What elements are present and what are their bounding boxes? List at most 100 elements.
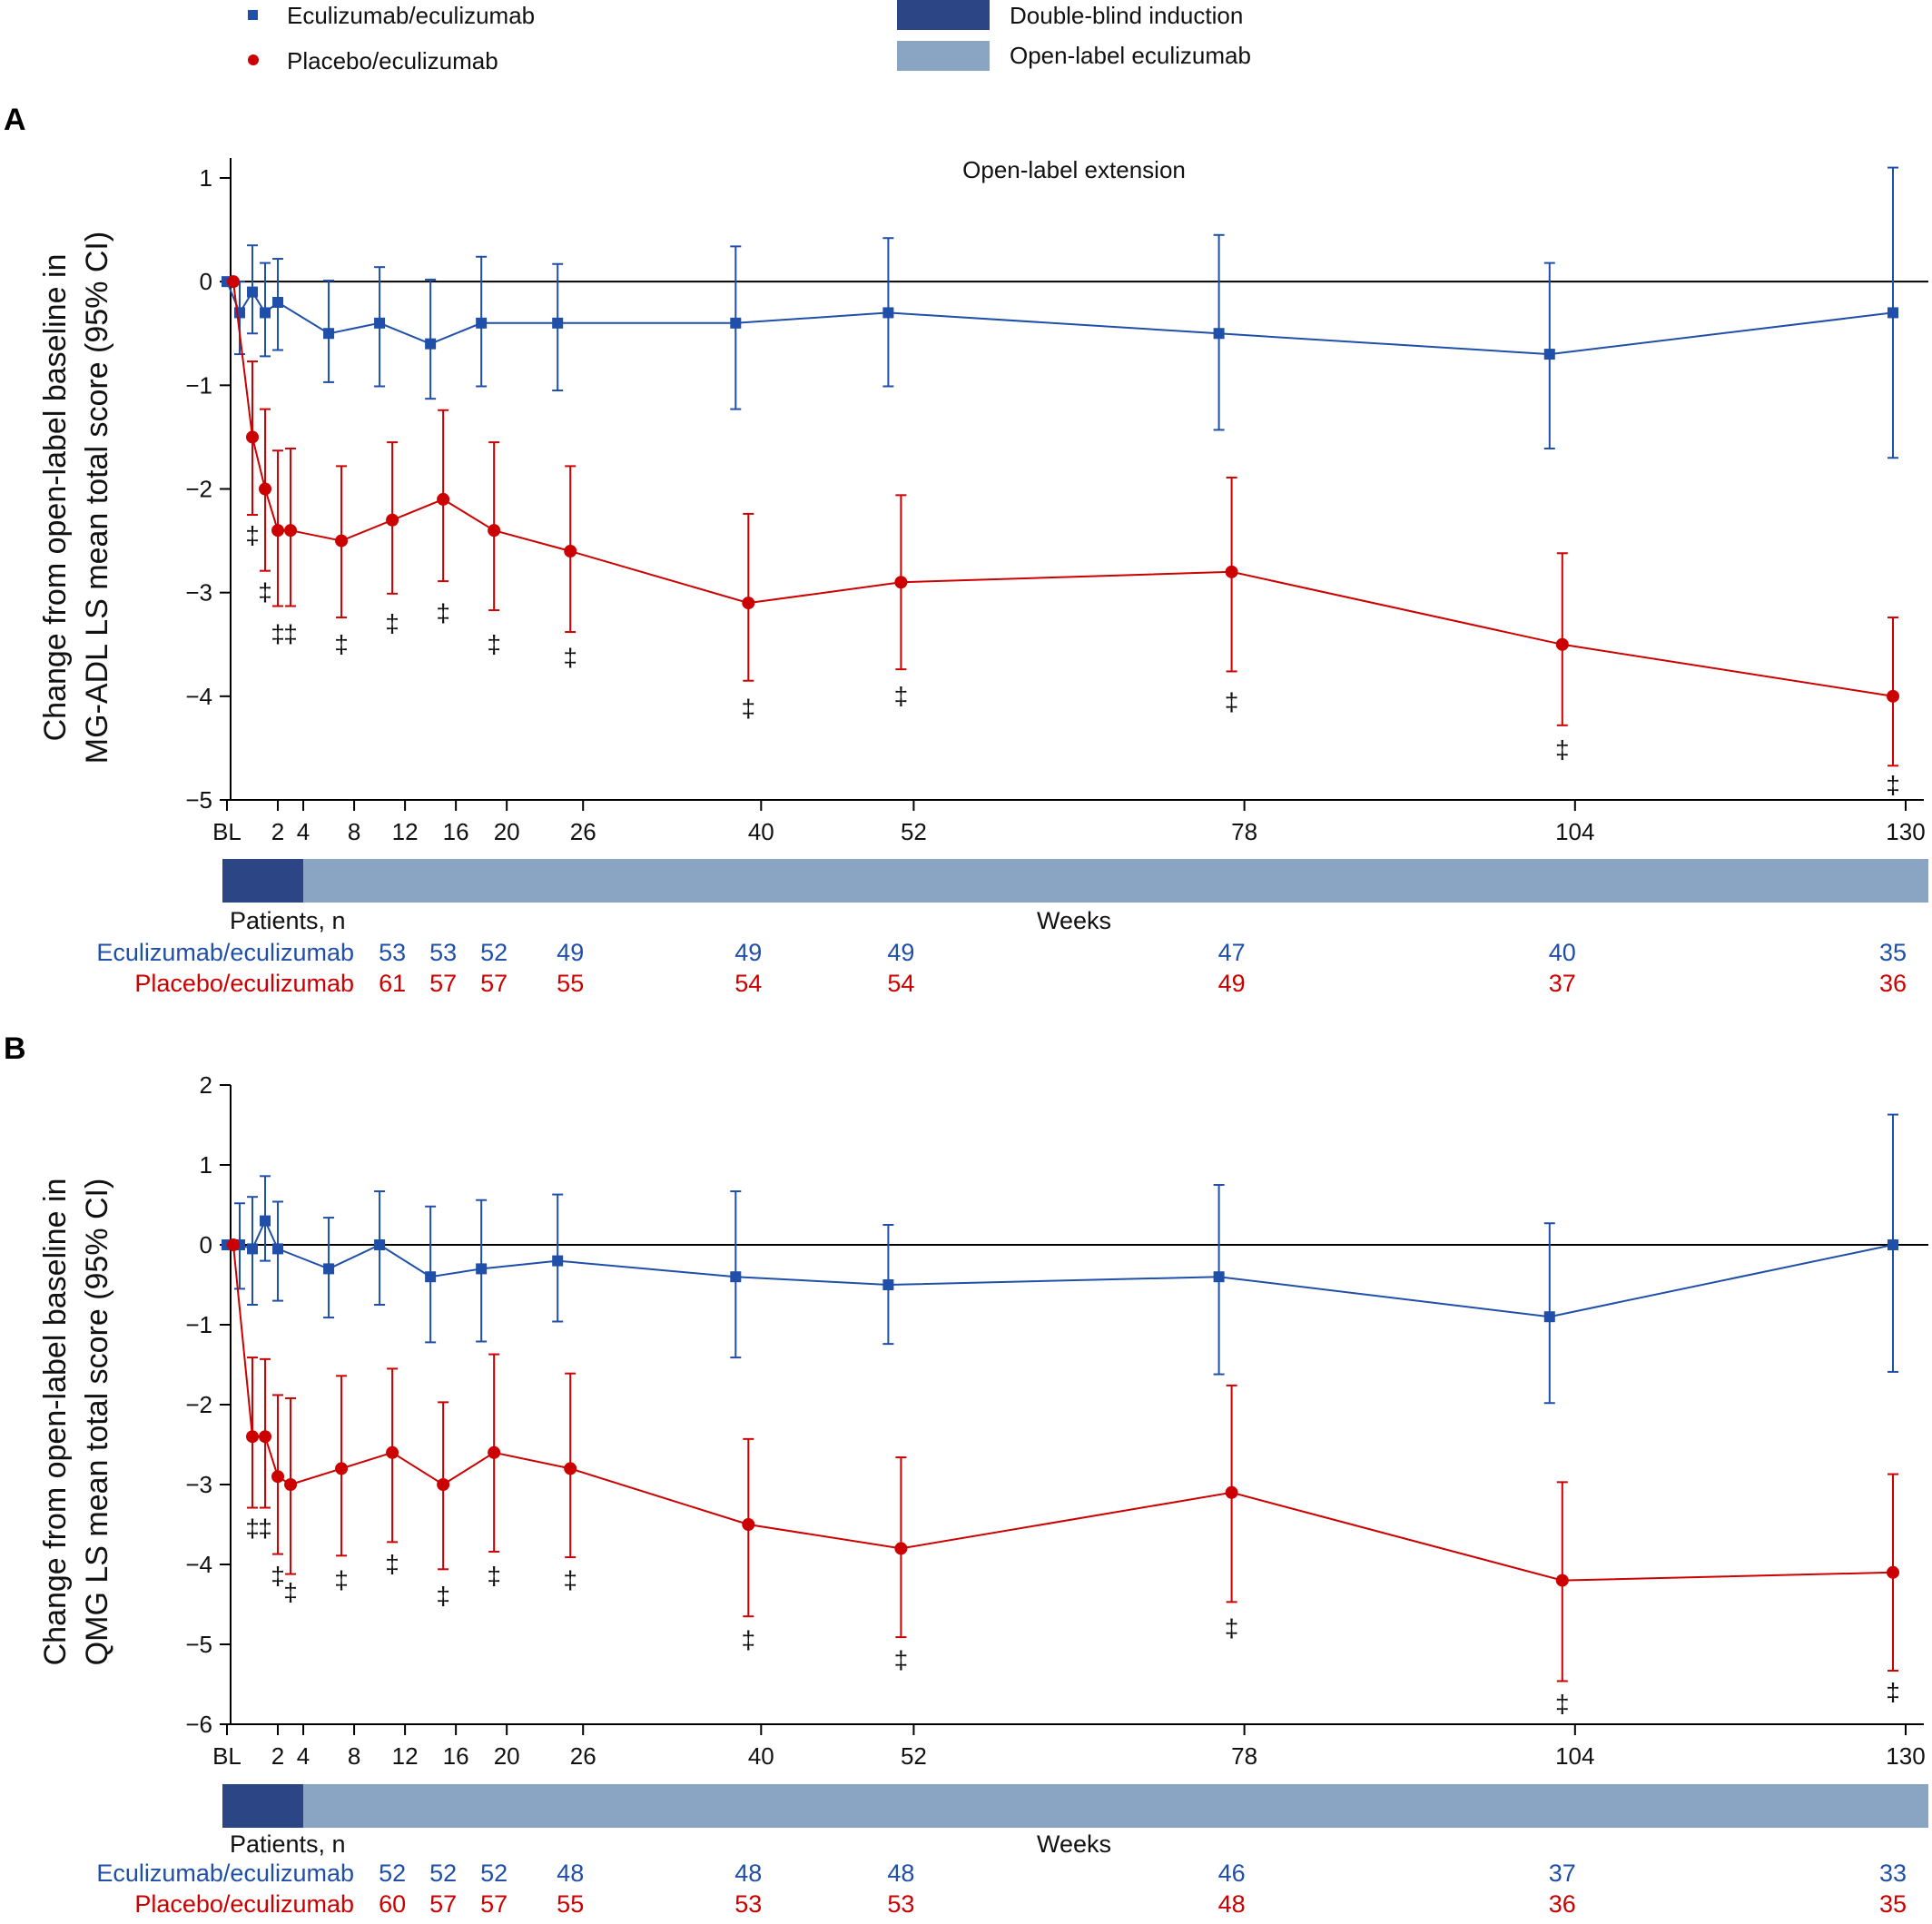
panel-a-x-tick-label: 78 — [1231, 818, 1257, 845]
panel-a-patient-count-placebo: 36 — [1879, 970, 1907, 997]
panel-b-x-tick-label: 2 — [271, 1742, 284, 1770]
panel-a-y-tick-label: −1 — [185, 371, 212, 399]
panel-b-point-eculizumab — [260, 1215, 271, 1227]
panel-a-x-tick-label: BL — [212, 818, 242, 845]
panel-b-patient-count-placebo: 48 — [1218, 1890, 1246, 1918]
panel-b-patients-row-eculizumab: Eculizumab/eculizumab — [96, 1860, 354, 1887]
panel-a-significance-mark: ‡ — [1886, 771, 1900, 799]
panel-a-ylabel-line1: Change from open-label baseline in — [38, 254, 73, 742]
panel-b-patient-count-placebo: 35 — [1879, 1890, 1907, 1918]
panel-b-point-eculizumab — [552, 1255, 564, 1267]
panel-b-patient-count-eculizumab: 52 — [429, 1860, 457, 1887]
panel-a-significance-mark: ‡ — [1225, 688, 1239, 716]
panel-b-significance-mark: ‡ — [385, 1550, 399, 1578]
panel-b-patient-count-placebo: 57 — [429, 1890, 457, 1918]
panel-a-point-eculizumab — [323, 328, 335, 340]
panel-a-patient-count-placebo: 61 — [379, 970, 406, 997]
panel-a-patients-label: Patients, n — [230, 907, 346, 934]
panel-b-ylabel-line2: QMG LS mean total score (95% CI) — [80, 1179, 114, 1666]
panel-b-x-tick-label: 78 — [1231, 1742, 1257, 1770]
panel-b-phase-open-label — [303, 1784, 1929, 1828]
panel-b-point-eculizumab — [1887, 1239, 1898, 1250]
panel-b-point-eculizumab — [374, 1239, 386, 1250]
legend-label-open-label: Open-label eculizumab — [1010, 42, 1251, 69]
legend-label-eculizumab: Eculizumab/eculizumab — [287, 2, 535, 29]
panel-a-point-eculizumab — [1213, 328, 1225, 340]
panel-b-significance-mark: ‡ — [436, 1582, 450, 1610]
panel-b-significance-mark: ‡ — [1225, 1613, 1239, 1642]
panel-a-point-eculizumab — [247, 286, 259, 298]
panel-b-patient-count-eculizumab: 52 — [379, 1860, 406, 1887]
panel-b-patient-count-eculizumab: 48 — [887, 1860, 914, 1887]
panel-a-point-placebo — [437, 492, 450, 506]
panel-b-point-placebo — [1886, 1565, 1899, 1579]
panel-b-point-placebo — [335, 1462, 349, 1475]
panel-b-patient-count-eculizumab: 48 — [734, 1860, 762, 1887]
panel-a-x-tick-label: 12 — [392, 818, 419, 845]
panel-a-y-tick-label: −5 — [185, 786, 212, 814]
panel-b-y-tick-label: −2 — [185, 1391, 212, 1418]
panel-b-x-tick-label: 104 — [1555, 1742, 1594, 1770]
panel-b-point-placebo — [227, 1238, 241, 1251]
panel-a-point-eculizumab — [1887, 307, 1898, 319]
panel-a-y-tick-label: 1 — [200, 164, 212, 192]
panel-a-x-tick-label: 8 — [348, 818, 360, 845]
panel-a-xlabel: Weeks — [1037, 907, 1111, 934]
panel-a-phase-double-blind — [222, 859, 304, 903]
panel-b-y-tick-label: 1 — [200, 1151, 212, 1179]
panel-a-patient-count-eculizumab: 49 — [557, 939, 584, 966]
panel-b-significance-mark: ‡ — [487, 1562, 501, 1590]
panel-b-ylabel-line1: Change from open-label baseline in — [38, 1179, 73, 1666]
panel-b-significance-mark: ‡ — [742, 1626, 756, 1654]
panel-b-significance-mark: ‡ — [1886, 1678, 1900, 1706]
panel-b-point-eculizumab — [323, 1263, 335, 1275]
panel-a-label: A — [4, 103, 26, 137]
panel-a-point-placebo — [271, 524, 285, 538]
panel-b-xlabel: Weeks — [1037, 1830, 1111, 1858]
panel-b-x-tick-label: 12 — [392, 1742, 419, 1770]
panel-b-point-placebo — [488, 1445, 501, 1459]
panel-a-patient-count-eculizumab: 40 — [1549, 939, 1576, 966]
panel-b-y-tick-label: 2 — [200, 1071, 212, 1099]
panel-b-y-tick-label: −4 — [185, 1551, 212, 1578]
panel-b-significance-mark: ‡ — [271, 1562, 285, 1590]
panel-b-point-eculizumab — [882, 1279, 894, 1290]
panel-a-significance-mark: ‡ — [258, 578, 272, 607]
panel-a-significance-mark: ‡ — [1555, 735, 1570, 764]
panel-a-point-eculizumab — [882, 307, 894, 319]
panel-b-point-eculizumab — [1543, 1311, 1555, 1323]
panel-b-point-eculizumab — [730, 1271, 742, 1283]
panel-b-point-eculizumab — [247, 1243, 259, 1255]
panel-a-point-placebo — [1225, 565, 1238, 578]
panel-a-patient-count-placebo: 54 — [887, 970, 914, 997]
panel-b-label: B — [4, 1031, 26, 1066]
panel-b-x-tick-label: 40 — [748, 1742, 774, 1770]
panel-a-patient-count-eculizumab: 35 — [1879, 939, 1907, 966]
panel-b-patient-count-eculizumab: 37 — [1549, 1860, 1576, 1887]
panel-a-point-placebo — [564, 545, 577, 557]
legend-marker-eculizumab — [248, 10, 258, 20]
panel-a-plot: 10−1−2−3−4−5BL 2 4 8 12 16 20 26 40 52 78 104 130‡‡‡… — [185, 158, 1929, 997]
panel-a-point-placebo — [386, 513, 399, 527]
panel-a-point-placebo — [1886, 689, 1899, 703]
panel-b-point-placebo — [246, 1430, 260, 1444]
panel-b-x-tick-label: 26 — [570, 1742, 596, 1770]
panel-b-point-placebo — [284, 1478, 298, 1491]
panel-b-point-placebo — [1225, 1485, 1238, 1499]
panel-a-significance-mark: ‡ — [563, 644, 577, 672]
panel-b-point-placebo — [564, 1462, 577, 1475]
panel-a-patient-count-eculizumab: 53 — [429, 939, 457, 966]
panel-a-point-placebo — [284, 524, 298, 538]
panel-b-x-tick-label: 4 — [297, 1742, 310, 1770]
panel-a-point-eculizumab — [1543, 349, 1555, 360]
panel-a-significance-mark: ‡ — [245, 521, 260, 549]
panel-a-significance-mark: ‡ — [271, 619, 285, 647]
panel-b-significance-mark: ‡ — [563, 1566, 577, 1594]
panel-b-patient-count-placebo: 36 — [1549, 1890, 1576, 1918]
panel-a-x-tick-label: 4 — [297, 818, 310, 845]
panel-a-patient-count-eculizumab: 49 — [887, 939, 914, 966]
panel-a-patient-count-placebo: 54 — [734, 970, 762, 997]
panel-a-point-placebo — [488, 524, 501, 538]
panel-b-x-tick-label: 8 — [348, 1742, 360, 1770]
panel-b-plot: 210−1−2−3−4−5−6BL 2 4 8 12 16 20 26 40 52 78 104 130… — [185, 1071, 1929, 1918]
